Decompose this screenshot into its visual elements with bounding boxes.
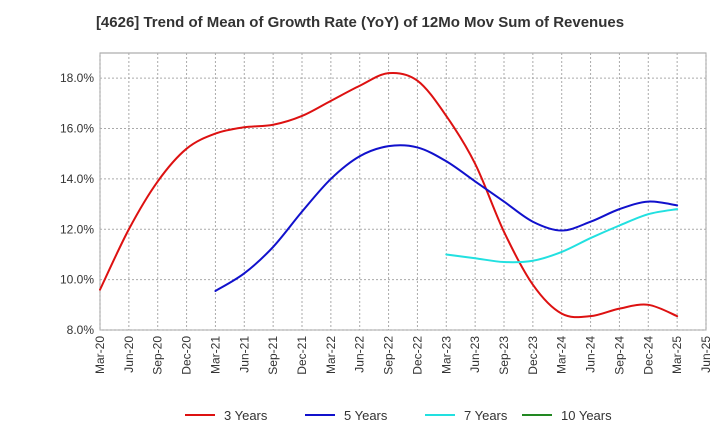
x-tick-label: Dec-22 [410,336,424,375]
y-tick-label: 8.0% [67,323,95,337]
x-tick-label: Sep-24 [612,336,626,375]
x-tick-label: Jun-25 [699,336,713,373]
x-tick-label: Jun-23 [468,336,482,373]
legend-label-5-years: 5 Years [344,408,388,423]
y-tick-label: 18.0% [60,71,94,85]
x-tick-label: Dec-20 [180,336,194,375]
series-line-7-years [445,208,679,264]
legend-label-3-years: 3 Years [224,408,268,423]
y-tick-label: 12.0% [60,222,94,236]
x-tick-label: Sep-23 [497,336,511,375]
x-tick-label: Mar-22 [324,336,338,374]
plot-area [99,52,707,331]
x-tick-label: Sep-22 [382,336,396,375]
y-tick-label: 10.0% [60,273,94,287]
x-tick-label: Mar-24 [555,336,569,374]
x-tick-label: Dec-24 [641,336,655,375]
legend-label-7-years: 7 Years [464,408,508,423]
x-tick-label: Jun-21 [237,336,251,373]
x-tick-label: Dec-23 [526,336,540,375]
x-tick-label: Jun-22 [353,336,367,373]
x-tick-label: Sep-21 [266,336,280,375]
series-line-5-years [214,144,679,292]
x-tick-label: Mar-21 [208,336,222,374]
x-tick-label: Sep-20 [151,336,165,375]
series-line-3-years [99,71,679,319]
x-tick-label: Jun-20 [122,336,136,373]
chart-title: [4626] Trend of Mean of Growth Rate (YoY… [95,14,625,31]
x-tick-label: Mar-23 [439,336,453,374]
x-tick-label: Mar-20 [93,336,107,374]
x-tick-label: Mar-25 [670,336,684,374]
x-tick-label: Jun-24 [584,336,598,373]
legend-label-10-years: 10 Years [561,408,612,423]
y-tick-label: 14.0% [60,172,94,186]
y-tick-label: 16.0% [60,122,94,136]
x-tick-label: Dec-21 [295,336,309,375]
